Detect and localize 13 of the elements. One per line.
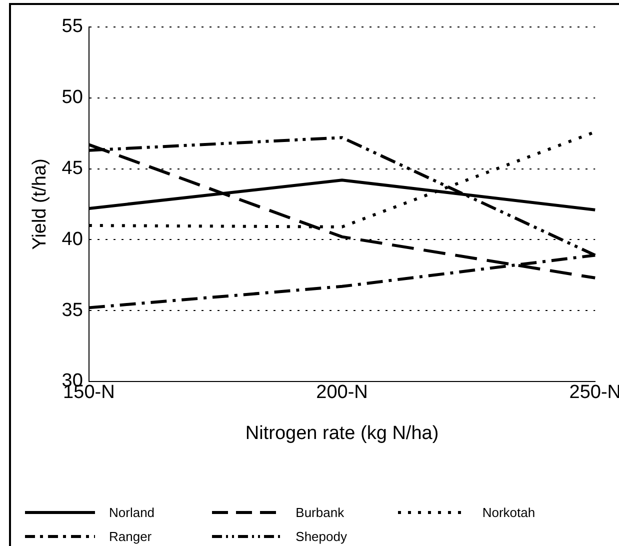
y-tick-label: 35 [62, 300, 83, 321]
legend-label: Ranger [109, 529, 152, 544]
x-tick-label: 200-N [316, 382, 368, 404]
y-tick-label: 45 [62, 158, 83, 179]
legend-label: Shepody [296, 529, 347, 544]
y-tick-label: 40 [62, 228, 83, 250]
y-tick-label: 50 [62, 87, 83, 108]
y-tick-label: 55 [62, 16, 83, 38]
legend-label: Norkotah [482, 505, 536, 520]
y-axis-title: Yield (t/ha) [30, 158, 51, 250]
legend-label: Burbank [296, 505, 344, 520]
x-axis-title: Nitrogen rate (kg N/ha) [245, 422, 439, 444]
legend-label: Norland [109, 505, 155, 520]
